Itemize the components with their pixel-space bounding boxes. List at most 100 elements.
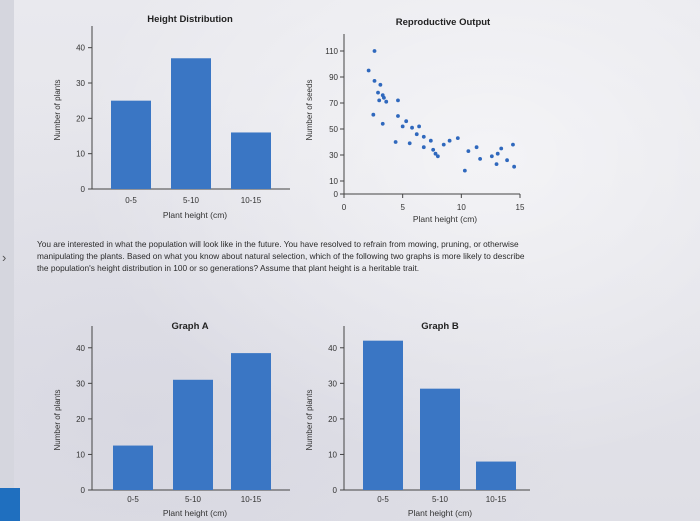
y-tick-label: 20 [76, 415, 85, 424]
y-tick-label: 0 [81, 185, 86, 194]
y-tick-label: 20 [328, 415, 337, 424]
scatter-point [376, 90, 380, 95]
y-tick-label: 90 [329, 73, 338, 82]
y-axis-label: Number of plants [53, 390, 62, 451]
left-edge-accent [0, 488, 20, 521]
scatter-point [421, 145, 426, 150]
x-tick-label: 10 [457, 203, 466, 212]
bar [363, 340, 403, 490]
bar [113, 445, 153, 490]
x-tick-label: 15 [516, 203, 525, 212]
bar [231, 132, 271, 189]
scatter-point [489, 154, 494, 159]
x-tick-label: 5-10 [432, 495, 449, 504]
scatter-point [474, 145, 479, 150]
x-axis-label: Plant height (cm) [413, 214, 477, 224]
scatter-point [431, 147, 436, 152]
scatter-point [441, 142, 446, 147]
x-tick-label: 10-15 [241, 495, 262, 504]
y-tick-label: 20 [76, 114, 85, 123]
scatter-point [428, 138, 433, 143]
scatter-point [433, 151, 438, 156]
scatter-point [396, 98, 400, 103]
x-tick-label: 10-15 [241, 196, 262, 205]
scatter-point [384, 99, 389, 104]
question-text: You are interested in what the populatio… [37, 239, 525, 273]
y-axis-label: Number of seeds [305, 80, 314, 141]
scatter-point [393, 140, 398, 144]
scatter-point [499, 146, 504, 151]
y-tick-label: 0 [333, 486, 338, 495]
scatter-point [377, 98, 382, 103]
x-tick-label: 0-5 [127, 495, 139, 504]
y-tick-label: 50 [329, 125, 338, 134]
x-axis-label: Plant height (cm) [163, 508, 227, 518]
y-tick-label: 40 [328, 344, 337, 353]
left-edge-panel [0, 0, 14, 521]
scatter-point [511, 142, 515, 147]
chevron-right-icon[interactable]: › [2, 250, 7, 265]
scatter-point [380, 121, 385, 126]
y-tick-label: 40 [76, 44, 85, 53]
scatter-point [495, 151, 500, 156]
y-tick-label: 70 [329, 99, 338, 108]
scatter-point [410, 125, 414, 130]
scatter-point [414, 132, 419, 137]
bar [231, 353, 271, 490]
x-tick-label: 5-10 [185, 495, 202, 504]
chart-title: Height Distribution [147, 14, 233, 25]
scatter-point [455, 136, 460, 141]
scatter-point [421, 134, 426, 139]
y-tick-label: 10 [329, 177, 338, 186]
x-axis-label: Plant height (cm) [408, 508, 472, 518]
scatter-point [396, 114, 400, 118]
y-tick-label: 30 [329, 151, 338, 160]
x-tick-label: 5 [400, 203, 405, 212]
scatter-point [372, 49, 377, 53]
scatter-point [400, 124, 405, 129]
x-tick-label: 0-5 [377, 495, 389, 504]
scatter-point [404, 119, 409, 124]
scatter-point [366, 68, 371, 73]
chart-title: Reproductive Output [396, 17, 491, 28]
scatter-point [381, 95, 386, 100]
scatter-point [447, 138, 452, 143]
y-tick-label: 30 [76, 379, 85, 388]
bar [420, 388, 460, 490]
scatter-point [462, 168, 467, 173]
scatter-point [378, 82, 383, 87]
x-tick-label: 5-10 [183, 196, 200, 205]
y-tick-label: 10 [76, 450, 85, 459]
bar [171, 58, 211, 190]
scatter-point [371, 112, 376, 117]
y-tick-label: 40 [76, 344, 85, 353]
chart-title: Graph A [171, 321, 208, 332]
y-tick-label: 30 [328, 379, 337, 388]
scatter-point [372, 79, 377, 83]
chart-title: Graph B [421, 321, 459, 332]
y-tick-label: 10 [328, 450, 337, 459]
bar [173, 379, 213, 490]
x-tick-label: 0-5 [125, 196, 137, 205]
x-tick-label: 10-15 [486, 495, 507, 504]
bar [476, 461, 516, 490]
y-tick-label: 10 [76, 150, 85, 159]
scatter-point [466, 149, 471, 154]
scatter-point [407, 141, 412, 146]
x-axis-label: Plant height (cm) [163, 210, 227, 220]
y-axis-label: Number of plants [305, 390, 314, 451]
scatter-point [505, 158, 509, 163]
scatter-point [494, 162, 499, 167]
scatter-point [417, 124, 421, 129]
bar [111, 100, 151, 189]
y-tick-label: 110 [325, 47, 338, 56]
x-tick-label: 0 [342, 203, 347, 212]
y-tick-label: 0 [81, 486, 86, 495]
scatter-point [478, 157, 483, 161]
scatter-point [435, 154, 440, 159]
y-tick-label: 30 [76, 79, 85, 88]
